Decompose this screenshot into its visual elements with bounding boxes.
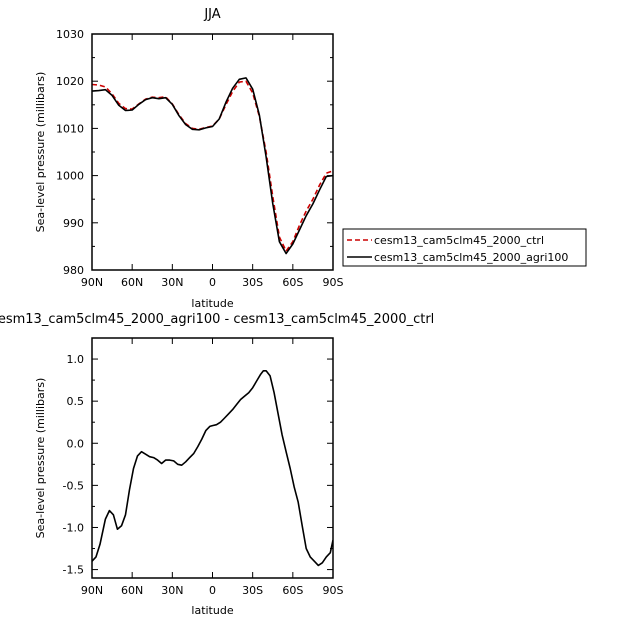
top-panel: JJA 90N 60N 30N 0 30S 60S 90S 980 990 1000 1010 102… bbox=[34, 7, 587, 310]
x-tick-label: 90N bbox=[81, 276, 103, 289]
y-tick-label: 1010 bbox=[56, 122, 84, 135]
x-tick-label: 90S bbox=[323, 276, 344, 289]
y-tick-label: 1020 bbox=[56, 75, 84, 88]
x-tick-label: 30N bbox=[161, 584, 183, 597]
x-tick-label: 30N bbox=[161, 276, 183, 289]
legend-label-ctrl: cesm13_cam5clm45_2000_ctrl bbox=[374, 234, 544, 247]
x-tick-label: 30S bbox=[242, 276, 263, 289]
y-tick-label: 1000 bbox=[56, 170, 84, 183]
y-tick-label: 0.5 bbox=[67, 395, 85, 408]
y-tick-label: 1.0 bbox=[67, 353, 85, 366]
y-tick-label: 1030 bbox=[56, 28, 84, 41]
x-tick-label: 60S bbox=[282, 584, 303, 597]
series-line-0-1 bbox=[92, 77, 333, 255]
legend-box bbox=[342, 228, 587, 267]
y-tick-label: -1.0 bbox=[63, 521, 84, 534]
x-tick-label: 0 bbox=[209, 584, 216, 597]
x-tick-label: 0 bbox=[209, 276, 216, 289]
y-tick-label: 0.0 bbox=[67, 437, 85, 450]
chart-title: JJA bbox=[203, 7, 220, 22]
x-tick-label: 90S bbox=[323, 584, 344, 597]
series-line-0-0 bbox=[92, 80, 333, 252]
y-axis-label: Sea-level pressure (millibars) bbox=[34, 72, 47, 233]
bottom-panel: cesm13_cam5clm45_2000_agri100 - cesm13_c… bbox=[0, 312, 434, 617]
x-axis-label: latitude bbox=[191, 297, 233, 310]
legend: cesm13_cam5clm45_2000_ctrl cesm13_cam5cl… bbox=[342, 228, 587, 267]
series-line-1-0 bbox=[92, 370, 333, 567]
y-tick-label: -1.5 bbox=[63, 564, 84, 577]
x-tick-label: 90N bbox=[81, 584, 103, 597]
x-axis-label: latitude bbox=[191, 604, 233, 617]
x-tick-label: 60N bbox=[121, 276, 143, 289]
y-tick-label: 990 bbox=[63, 217, 84, 230]
plot-frame bbox=[91, 337, 334, 579]
y-tick-label: -0.5 bbox=[63, 479, 84, 492]
x-tick-label: 60S bbox=[282, 276, 303, 289]
x-tick-label: 30S bbox=[242, 584, 263, 597]
x-tick-label: 60N bbox=[121, 584, 143, 597]
y-axis-label: Sea-level pressure (millibars) bbox=[34, 378, 47, 539]
chart-title: cesm13_cam5clm45_2000_agri100 - cesm13_c… bbox=[0, 312, 434, 327]
y-tick-label: 980 bbox=[63, 264, 84, 277]
legend-label-agri100: cesm13_cam5clm45_2000_agri100 bbox=[374, 251, 568, 264]
